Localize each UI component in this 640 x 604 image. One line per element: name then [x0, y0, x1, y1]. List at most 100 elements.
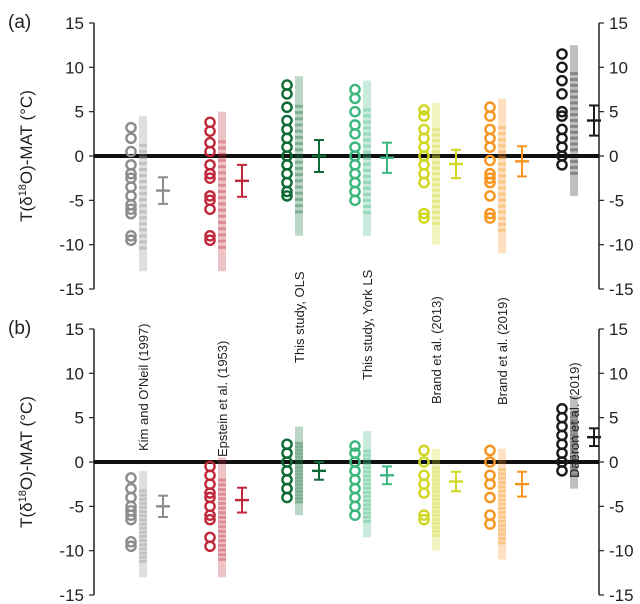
distribution-tick: [432, 529, 440, 533]
y-tick-label: -5: [69, 191, 84, 210]
data-point: [418, 212, 430, 224]
data-point: [418, 444, 430, 457]
data-point: [484, 176, 496, 189]
distribution-tick: [432, 525, 440, 529]
data-point: [484, 172, 496, 184]
distribution-tick: [498, 138, 506, 142]
distribution-tick: [139, 174, 147, 178]
distribution-tick: [498, 472, 506, 476]
data-point: [484, 141, 496, 153]
distribution-tick: [570, 411, 578, 415]
distribution-tick: [295, 462, 303, 466]
data-point: [204, 540, 216, 553]
distribution-tick: [363, 186, 371, 190]
distribution-tick: [295, 148, 303, 152]
distribution-tick: [363, 138, 371, 142]
distribution-tick: [432, 482, 440, 486]
distribution-band: [570, 45, 578, 196]
distribution-tick: [432, 166, 440, 170]
distribution-tick: [295, 483, 303, 487]
data-point: [349, 194, 361, 207]
distribution-tick: [295, 459, 303, 463]
distribution-tick: [570, 89, 578, 93]
distribution-tick: [432, 470, 440, 474]
distribution-tick: [218, 497, 226, 501]
y-tick-label: 0: [75, 453, 84, 472]
y-tick-label-right: 15: [609, 320, 628, 339]
distribution-tick: [363, 511, 371, 515]
data-point: [125, 509, 137, 522]
distribution-tick: [363, 453, 371, 457]
distribution-tick: [570, 72, 578, 76]
distribution-tick: [432, 502, 440, 506]
distribution-tick: [218, 511, 226, 515]
distribution-band: [295, 426, 303, 516]
distribution-tick: [570, 426, 578, 430]
distribution-tick: [498, 511, 506, 515]
distribution-band: [295, 76, 303, 236]
distribution-tick: [295, 142, 303, 146]
y-tick-label-right: 5: [609, 103, 618, 122]
distribution-tick: [498, 532, 506, 536]
data-point: [556, 105, 568, 118]
distribution-tick: [498, 506, 506, 510]
distribution-tick: [570, 83, 578, 87]
distribution-tick: [498, 481, 506, 485]
distribution-tick: [432, 199, 440, 203]
distribution-tick: [498, 537, 506, 541]
y-tick-label: 10: [65, 364, 84, 383]
distribution-tick: [218, 233, 226, 237]
distribution-tick: [363, 470, 371, 474]
distribution-tick: [363, 499, 371, 503]
distribution-tick: [498, 198, 506, 202]
y-tick-label: 5: [75, 103, 84, 122]
distribution-tick: [432, 510, 440, 514]
distribution-tick: [432, 139, 440, 143]
category-label: Brand et al. (2013): [429, 296, 444, 404]
y-tick-label: -15: [59, 586, 84, 604]
distribution-tick: [363, 192, 371, 196]
distribution-tick: [218, 146, 226, 150]
distribution-tick: [570, 160, 578, 164]
distribution-tick: [139, 180, 147, 184]
distribution-tick: [295, 166, 303, 170]
distribution-tick: [432, 486, 440, 490]
distribution-tick: [139, 240, 147, 244]
distribution-tick: [432, 183, 440, 187]
distribution-tick: [139, 222, 147, 226]
distribution-tick: [139, 143, 147, 147]
category-label: Epstein et al. (1953): [215, 341, 230, 457]
data-point: [556, 465, 568, 477]
data-point: [556, 110, 568, 122]
y-tick-label-right: -10: [609, 542, 634, 561]
distribution-tick: [218, 501, 226, 505]
y-tick-label: -5: [69, 497, 84, 516]
distribution-tick: [139, 493, 147, 497]
data-point: [204, 487, 216, 499]
distribution-tick: [498, 528, 506, 532]
distribution-tick: [570, 433, 578, 437]
distribution-tick: [295, 135, 303, 139]
y-tick-label: -10: [59, 542, 84, 561]
data-point: [281, 185, 293, 198]
distribution-tick: [570, 429, 578, 433]
y-tick-label-right: 10: [609, 58, 628, 77]
data-point: [349, 105, 361, 118]
distribution-tick: [363, 120, 371, 124]
distribution-tick: [295, 479, 303, 483]
data-point: [418, 207, 430, 220]
y-tick-label-right: -5: [609, 497, 624, 516]
distribution-tick: [570, 113, 578, 117]
distribution-tick: [432, 210, 440, 214]
distribution-tick: [295, 445, 303, 449]
distribution-tick: [139, 192, 147, 196]
distribution-tick: [295, 476, 303, 480]
distribution-tick: [570, 78, 578, 82]
y-tick-label: 0: [75, 147, 84, 166]
distribution-tick: [432, 205, 440, 209]
distribution-tick: [363, 503, 371, 507]
distribution-tick: [218, 140, 226, 144]
distribution-tick: [570, 415, 578, 419]
y-tick-label-right: -10: [609, 236, 634, 255]
category-label: Daëron et al. (2019): [567, 362, 582, 478]
